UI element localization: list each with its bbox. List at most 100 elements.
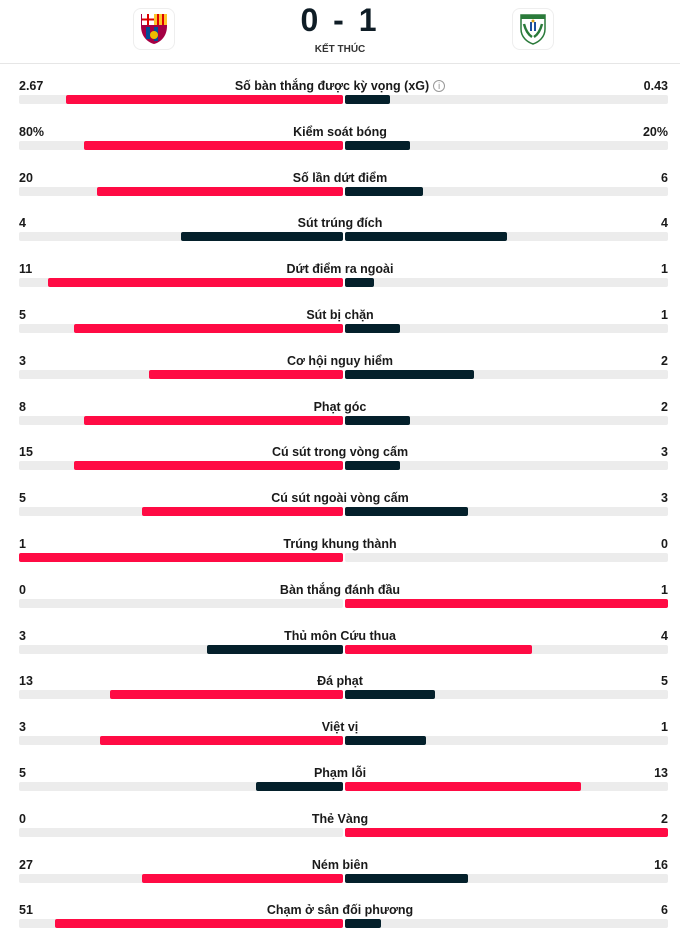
home-value: 5 xyxy=(19,491,26,506)
home-bar-fill xyxy=(100,736,343,746)
stat-label: Cú sút ngoài vòng cấm xyxy=(0,491,680,505)
stat-label-text: Số lần dứt điểm xyxy=(292,170,388,185)
stat-row: 0 Thẻ Vàng 2 xyxy=(0,801,680,847)
stat-label: Sút bị chặn xyxy=(0,308,680,322)
away-team-logo[interactable] xyxy=(512,8,554,50)
stats-list: 2.67 Số bàn thắng được kỳ vọng (xG) i 0.4… xyxy=(0,64,680,938)
stat-label-text: Trúng khung thành xyxy=(283,536,397,551)
stat-label-text: Sút bị chặn xyxy=(306,307,374,322)
away-bar-track xyxy=(345,369,668,379)
home-value: 51 xyxy=(19,903,33,918)
stat-label-text: Đá phạt xyxy=(317,674,363,689)
stat-row: 5 Phạm lỗi 13 xyxy=(0,755,680,801)
home-value: 20 xyxy=(19,170,33,185)
stat-label: Số bàn thắng được kỳ vọng (xG) i xyxy=(0,79,680,93)
home-team-logo[interactable] xyxy=(133,8,175,50)
home-bar-fill xyxy=(48,278,343,288)
home-bar-track xyxy=(19,598,343,608)
home-bar-fill xyxy=(74,461,343,471)
away-bar-track xyxy=(345,232,668,242)
stat-label-text: Cú sút trong vòng cấm xyxy=(271,445,409,460)
match-header: 0 - 1 KẾT THÚC xyxy=(0,0,680,64)
stat-label: Đá phạt xyxy=(0,674,680,688)
home-bar-track xyxy=(19,186,343,196)
match-status: KẾT THÚC xyxy=(314,44,366,55)
away-bar-track xyxy=(345,95,668,104)
home-bar-track xyxy=(19,278,343,288)
stat-label: Thủ môn Cứu thua xyxy=(0,629,680,643)
stat-row: 4 Sút trúng đích 4 xyxy=(0,205,680,251)
match-score: 0 - 1 xyxy=(300,2,380,38)
home-bar-track xyxy=(19,369,343,379)
stat-row: 5 Cú sút ngoài vòng cấm 3 xyxy=(0,480,680,526)
home-value: 5 xyxy=(19,307,26,322)
home-value: 3 xyxy=(19,353,26,368)
away-value: 0.43 xyxy=(643,79,668,93)
away-bar-fill xyxy=(345,461,400,471)
stat-label: Phạt góc xyxy=(0,400,680,414)
stat-label: Ném biên xyxy=(0,858,680,872)
away-bar-track xyxy=(345,827,668,837)
home-value: 3 xyxy=(19,628,26,643)
stat-label: Sút trúng đích xyxy=(0,216,680,230)
stat-row: 3 Việt vị 1 xyxy=(0,709,680,755)
away-value: 4 xyxy=(661,216,668,231)
away-bar-fill xyxy=(345,323,400,333)
stat-row: 15 Cú sút trong vòng cấm 3 xyxy=(0,434,680,480)
home-value: 80% xyxy=(19,124,45,139)
home-bar-fill xyxy=(74,323,343,333)
home-value: 8 xyxy=(19,399,26,414)
home-bar-fill xyxy=(181,232,343,242)
away-bar-track xyxy=(345,690,668,700)
home-bar-fill xyxy=(142,507,343,517)
away-value: 2 xyxy=(661,811,668,826)
stat-row: 8 Phạt góc 2 xyxy=(0,389,680,435)
home-bar-track xyxy=(19,507,343,517)
stat-label-text: Cú sút ngoài vòng cấm xyxy=(271,491,409,506)
away-value: 6 xyxy=(661,903,668,918)
home-bar-fill xyxy=(19,552,343,562)
away-bar-track xyxy=(345,507,668,517)
stat-row: 80% Kiểm soát bóng 20% xyxy=(0,114,680,160)
away-bar-track xyxy=(345,323,668,333)
home-bar-track xyxy=(19,95,343,104)
stat-label-text: Kiểm soát bóng xyxy=(293,124,387,139)
away-value: 2 xyxy=(661,353,668,368)
stat-row: 27 Ném biên 16 xyxy=(0,847,680,893)
stat-label-text: Dứt điểm ra ngoài xyxy=(286,262,394,277)
away-bar-fill xyxy=(345,781,581,791)
away-bar-fill xyxy=(345,644,533,654)
barcelona-crest-icon xyxy=(141,14,167,44)
away-bar-fill xyxy=(345,140,410,150)
away-bar-track xyxy=(345,415,668,425)
stat-label: Phạm lỗi xyxy=(0,766,680,780)
stat-row: 3 Thủ môn Cứu thua 4 xyxy=(0,618,680,664)
home-value: 5 xyxy=(19,765,26,780)
stat-label-text: Bàn thắng đánh đầu xyxy=(279,582,401,597)
stat-label-text: Phạt góc xyxy=(313,399,367,414)
stat-row: 2.67 Số bàn thắng được kỳ vọng (xG) i 0.4… xyxy=(0,68,680,114)
stat-label-text: Thẻ Vàng xyxy=(311,811,369,826)
stat-label: Bàn thắng đánh đầu xyxy=(0,583,680,597)
away-value: 1 xyxy=(661,582,668,597)
home-value: 3 xyxy=(19,720,26,735)
stat-row: 0 Bàn thắng đánh đầu 1 xyxy=(0,572,680,618)
stat-row: 3 Cơ hội nguy hiểm 2 xyxy=(0,343,680,389)
home-bar-track xyxy=(19,552,343,562)
home-bar-track xyxy=(19,461,343,471)
info-icon[interactable]: i xyxy=(433,80,446,92)
away-bar-fill xyxy=(345,690,436,700)
away-value: 1 xyxy=(661,720,668,735)
away-value: 3 xyxy=(661,445,668,460)
stat-row: 11 Dứt điểm ra ngoài 1 xyxy=(0,251,680,297)
leganes-crest-icon xyxy=(520,14,546,45)
home-bar-track xyxy=(19,644,343,654)
stat-label: Thẻ Vàng xyxy=(0,812,680,826)
home-bar-track xyxy=(19,919,343,929)
stat-label: Việt vị xyxy=(0,720,680,734)
stat-label: Chạm ở sân đối phương xyxy=(0,903,680,917)
home-bar-fill xyxy=(142,873,343,883)
away-bar-fill xyxy=(345,186,423,196)
home-bar-fill xyxy=(148,369,343,379)
stat-label: Trúng khung thành xyxy=(0,537,680,551)
